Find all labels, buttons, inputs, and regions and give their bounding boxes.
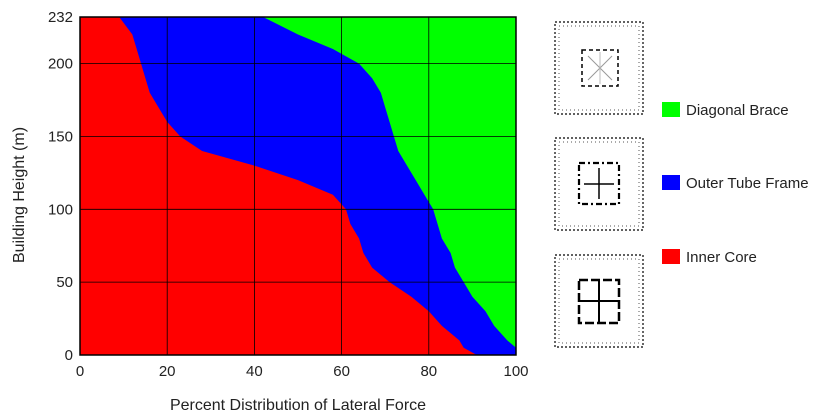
x-tick-label: 40 <box>246 363 263 380</box>
x-tick-label: 60 <box>333 363 350 380</box>
x-tick-label: 100 <box>503 363 528 380</box>
y-tick-label: 232 <box>48 9 73 26</box>
inner-core-plan-icon <box>554 254 644 348</box>
y-tick-label: 0 <box>65 347 73 364</box>
legend-label: Outer Tube Frame <box>686 175 809 192</box>
x-tick-label: 80 <box>420 363 437 380</box>
legend: Diagonal Brace Outer Tube Frame Inner Core <box>662 102 809 266</box>
y-tick-label: 200 <box>48 56 73 73</box>
y-axis-title: Building Height (m) <box>11 127 28 263</box>
plot-frame <box>79 16 517 356</box>
legend-label: Diagonal Brace <box>686 102 789 119</box>
legend-swatch <box>662 249 680 264</box>
legend-label: Inner Core <box>686 249 757 266</box>
inner-core-area <box>80 17 477 355</box>
outer-tube-frame-plan-icon <box>554 137 644 231</box>
diagonal-brace-plan-icon <box>554 21 644 115</box>
y-tick-label: 50 <box>56 274 73 291</box>
x-tick-label: 20 <box>159 363 176 380</box>
grid-lines <box>80 17 516 355</box>
x-axis-title: Percent Distribution of Lateral Force <box>170 397 426 414</box>
y-tick-label: 150 <box>48 128 73 145</box>
axis-ticks: 0 20 40 60 80 100 0 50 100 150 200 232 <box>48 9 529 380</box>
y-tick-label: 100 <box>48 201 73 218</box>
legend-swatch <box>662 102 680 117</box>
legend-swatch <box>662 175 680 190</box>
x-tick-label: 0 <box>76 363 84 380</box>
